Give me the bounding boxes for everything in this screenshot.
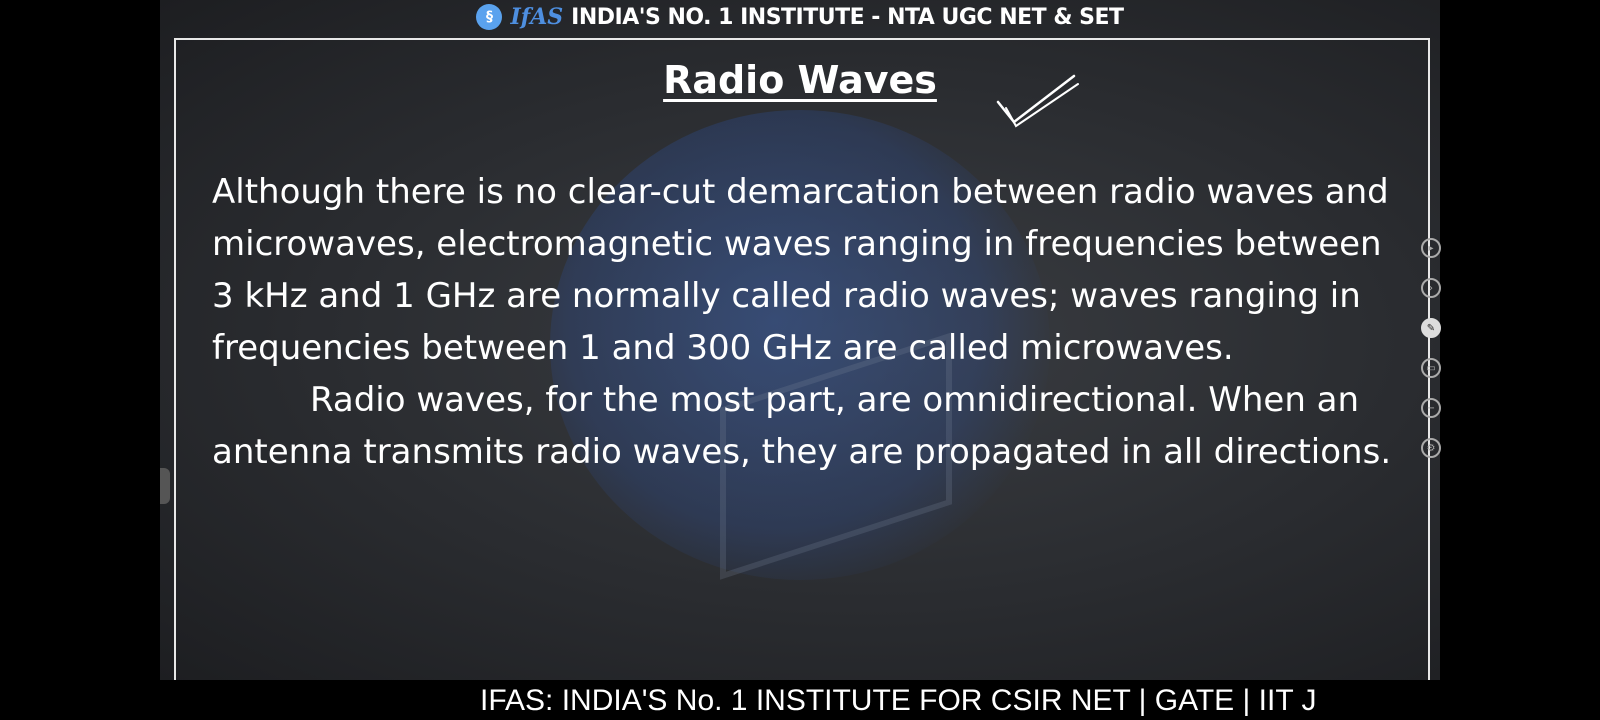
header-title: INDIA'S NO. 1 INSTITUTE - NTA UGC NET & … (571, 4, 1124, 30)
ifas-logo-icon: § (476, 4, 503, 30)
ticker-text: IFAS: INDIA'S No. 1 INSTITUTE FOR CSIR N… (480, 684, 1317, 717)
slide-body: Although there is no clear-cut demarcati… (212, 166, 1392, 478)
side-panel-tab[interactable] (160, 468, 170, 504)
zoom-icon[interactable]: − (1421, 398, 1441, 418)
paragraph-omnidirectional: Radio waves, for the most part, are omni… (212, 380, 1392, 472)
next-icon[interactable]: › (1421, 278, 1441, 298)
watermark-logo (550, 110, 1050, 580)
presenter-toolbar: ▸ › ✎ ▭ − ⚙ (1421, 238, 1443, 458)
pen-icon[interactable]: ✎ (1421, 318, 1441, 338)
eraser-icon[interactable]: ▭ (1421, 358, 1441, 378)
slide-title: Radio Waves (663, 58, 937, 102)
handwritten-check-icon (996, 74, 1079, 128)
logo-text: IfAS (510, 4, 564, 30)
paragraph-definition: Although there is no clear-cut demarcati… (212, 172, 1389, 368)
slide: § IfAS INDIA'S NO. 1 INSTITUTE - NTA UGC… (160, 0, 1440, 680)
news-ticker: IFAS: INDIA'S No. 1 INSTITUTE FOR CSIR N… (0, 680, 1600, 720)
settings-icon[interactable]: ⚙ (1421, 438, 1441, 458)
play-icon[interactable]: ▸ (1421, 238, 1441, 258)
slide-header: § IfAS INDIA'S NO. 1 INSTITUTE - NTA UGC… (160, 0, 1440, 34)
